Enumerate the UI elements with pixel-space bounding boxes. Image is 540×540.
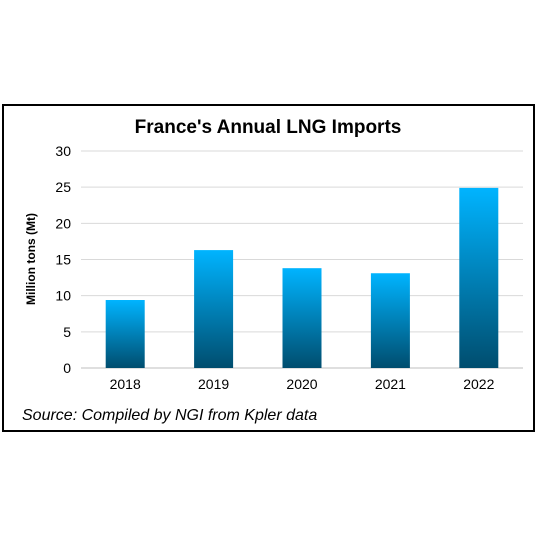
bar-2022 bbox=[459, 187, 499, 368]
y-tick-label: 20 bbox=[55, 215, 71, 231]
x-tick-label: 2021 bbox=[375, 376, 406, 392]
bar-2019 bbox=[194, 250, 234, 368]
y-tick-label: 0 bbox=[63, 360, 71, 376]
bar-2020 bbox=[282, 268, 322, 368]
x-axis-ticks: 2018 2019 2020 2021 2022 bbox=[110, 376, 495, 392]
x-tick-label: 2018 bbox=[110, 376, 141, 392]
source-note: Source: Compiled by NGI from Kpler data bbox=[22, 407, 317, 424]
bar-2021 bbox=[370, 273, 410, 368]
y-axis-label: Million tons (Mt) bbox=[24, 213, 38, 305]
bar-2018 bbox=[105, 300, 145, 368]
y-tick-label: 25 bbox=[55, 179, 71, 195]
x-tick-label: 2022 bbox=[463, 376, 494, 392]
y-tick-label: 5 bbox=[63, 324, 71, 340]
gridlines bbox=[81, 150, 523, 369]
chart-title: France's Annual LNG Imports bbox=[135, 117, 402, 138]
chart-frame bbox=[2, 104, 535, 432]
x-tick-label: 2020 bbox=[286, 376, 317, 392]
y-tick-label: 10 bbox=[55, 288, 71, 304]
y-axis-ticks: 0 5 10 15 20 25 30 bbox=[55, 143, 71, 376]
bars bbox=[105, 187, 499, 368]
x-tick-label: 2019 bbox=[198, 376, 229, 392]
y-tick-label: 15 bbox=[55, 252, 71, 268]
y-tick-label: 30 bbox=[55, 143, 71, 159]
